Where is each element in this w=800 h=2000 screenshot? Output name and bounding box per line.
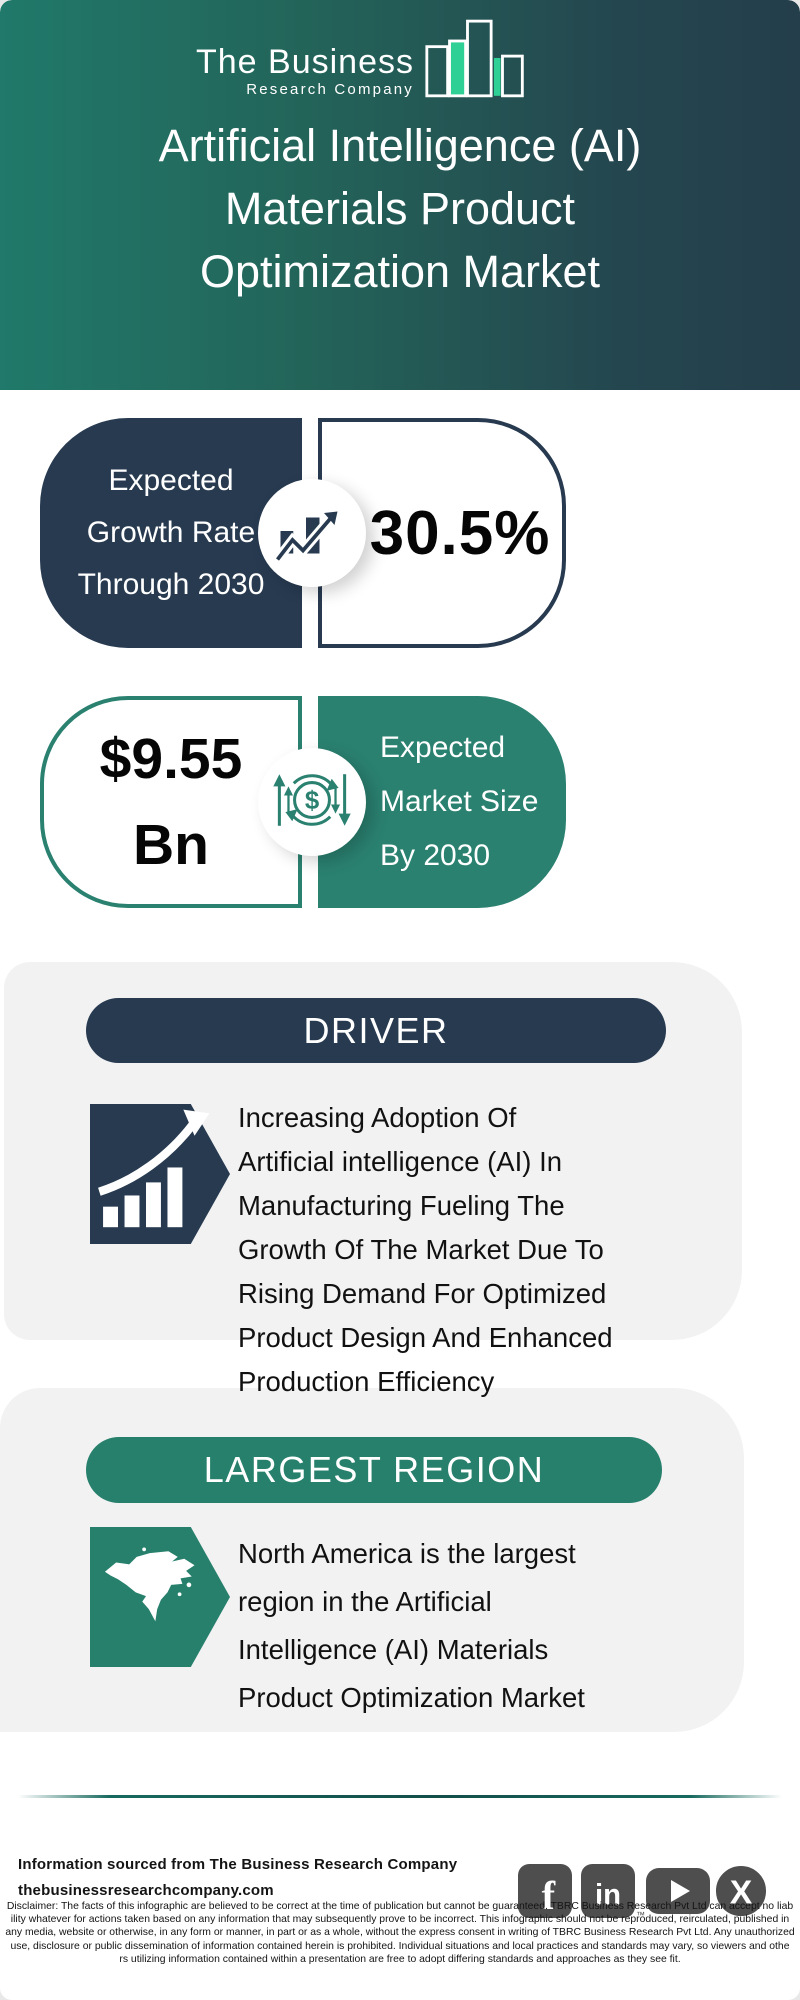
region-heading: LARGEST REGION: [203, 1449, 545, 1490]
market-size-icon-circle: $: [258, 748, 366, 856]
growth-rate-icon-circle: [258, 479, 366, 587]
page-title-line1: Artificial Intelligence (AI): [158, 120, 642, 171]
footer-divider: [18, 1795, 782, 1798]
driver-text-line7: Production Efficiency: [238, 1366, 495, 1397]
growth-rate-label-line3: Through 2030: [77, 568, 265, 601]
driver-text-line5: Rising Demand For Optimized: [238, 1278, 607, 1309]
driver-text: Increasing Adoption Of Artificial intell…: [238, 1096, 613, 1404]
disclaimer-line2: ility whatever for actions taken based o…: [10, 1914, 790, 1926]
disclaimer-line1: Disclaimer: The facts of this infographi…: [6, 1901, 794, 1912]
svg-text:X: X: [730, 1873, 753, 1911]
source-text: Information sourced from The Business Re…: [18, 1856, 458, 1873]
growth-rate-card: Expected Growth Rate Through 2030 30.5%: [0, 418, 800, 648]
youtube-icon[interactable]: [646, 1868, 710, 1914]
market-size-label-line1: Expected: [380, 731, 506, 764]
growth-rate-label: Expected Growth Rate Through 2030: [78, 455, 265, 611]
region-text-line4: Product Optimization Market: [238, 1682, 585, 1713]
growth-trend-icon: [273, 495, 350, 572]
region-text-line2: region in the Artificial: [238, 1586, 492, 1617]
region-heading-pill: LARGEST REGION: [86, 1437, 662, 1503]
x-icon[interactable]: X: [714, 1864, 768, 1918]
market-size-value-line2: Bn: [133, 813, 209, 877]
page-title-line2: Materials Product: [224, 183, 576, 234]
brand-subname: Research Company: [246, 81, 414, 98]
market-size-label-line2: Market Size: [380, 785, 539, 818]
growth-rate-value-pill: 30.5%: [318, 418, 566, 648]
market-size-card: $9.55 Bn $: [0, 696, 800, 908]
driver-text-line4: Growth Of The Market Due To: [238, 1234, 604, 1265]
currency-exchange-icon: $: [270, 756, 354, 849]
region-text: North America is the largest region in t…: [238, 1530, 585, 1722]
social-icons: f in ™ X: [518, 1864, 778, 1922]
market-size-value-line1: $9.55: [99, 727, 243, 791]
driver-heading-pill: DRIVER: [86, 998, 666, 1063]
growth-rate-label-line2: Growth Rate: [86, 516, 256, 549]
disclaimer-text: Disclaimer: The facts of this infographi…: [0, 1900, 800, 1966]
header-banner: The Business Research Company Artificial…: [0, 0, 800, 390]
page-title-line3: Optimization Market: [199, 246, 601, 297]
driver-text-line1: Increasing Adoption Of: [238, 1102, 517, 1133]
svg-text:f: f: [542, 1873, 556, 1918]
market-size-value: $9.55 Bn: [100, 716, 243, 888]
driver-text-line3: Manufacturing Fueling The: [238, 1190, 565, 1221]
website-link[interactable]: thebusinessresearchcompany.com: [18, 1882, 274, 1899]
region-text-line3: Intelligence (AI) Materials: [238, 1634, 549, 1665]
linkedin-trademark: ™: [636, 1910, 645, 1920]
market-size-label-line3: By 2030: [380, 839, 491, 872]
growth-rate-value: 30.5%: [369, 498, 551, 568]
page-title: Artificial Intelligence (AI) Materials P…: [0, 114, 800, 303]
market-size-label-pill: Expected Market Size By 2030: [318, 696, 566, 908]
growth-rate-label-line1: Expected: [108, 464, 234, 497]
linkedin-icon[interactable]: in: [581, 1864, 635, 1918]
bar-chart-logo-icon: [424, 16, 528, 105]
brand-logo: The Business Research Company: [196, 44, 414, 98]
north-america-map-icon: [90, 1522, 230, 1677]
disclaimer-line3: any media, website or otherwise, in any …: [5, 1927, 795, 1939]
disclaimer-line5: rs utilizing information contained withi…: [119, 1953, 681, 1965]
facebook-icon[interactable]: f: [518, 1864, 572, 1918]
market-size-label: Expected Market Size By 2030: [318, 721, 566, 883]
growth-bars-arrow-icon: [90, 1100, 230, 1253]
disclaimer-line4: use, disclosure or public dissemination …: [10, 1940, 790, 1952]
svg-text:in: in: [595, 1880, 621, 1912]
svg-text:$: $: [305, 787, 319, 815]
region-text-line1: North America is the largest: [238, 1538, 576, 1569]
driver-text-line2: Artificial intelligence (AI) In: [238, 1146, 563, 1177]
brand-name: The Business: [196, 43, 414, 81]
driver-heading: DRIVER: [303, 1009, 449, 1051]
driver-text-line6: Product Design And Enhanced: [238, 1322, 613, 1353]
